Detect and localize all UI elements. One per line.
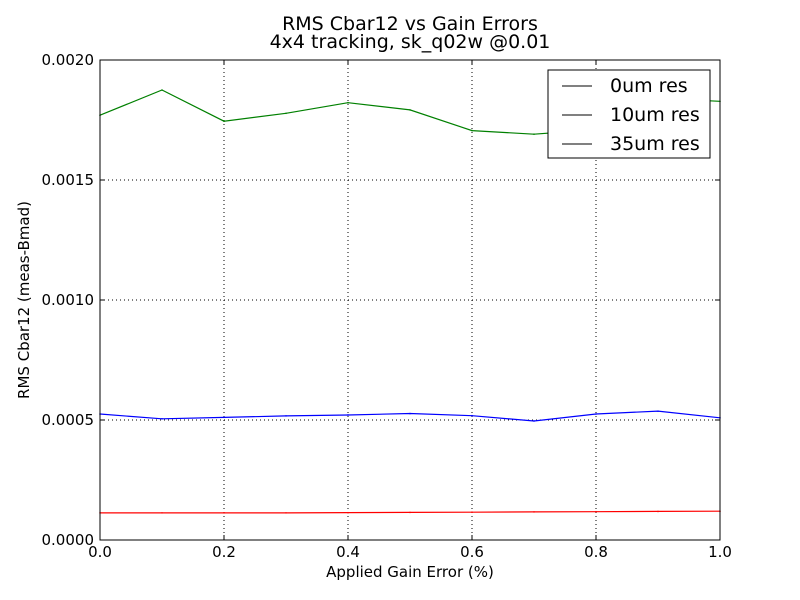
y-axis-label: RMS Cbar12 (meas-Bmad) <box>15 201 33 399</box>
data-point <box>409 412 411 415</box>
chart-title: RMS Cbar12 vs Gain Errors <box>282 13 538 35</box>
data-point <box>285 112 287 115</box>
x-tick-label: 1.0 <box>708 543 732 561</box>
data-point <box>533 420 535 422</box>
data-point <box>161 89 163 91</box>
data-point <box>347 414 349 416</box>
data-point <box>409 511 411 514</box>
axis-ticks: 0.0 0.2 0.4 0.6 0.8 1.0 0.0000 0.0005 0.0010 0.00… <box>42 51 732 561</box>
y-tick-label: 0.0015 <box>42 171 95 189</box>
legend: 0um res 10um res 35um res <box>547 69 711 159</box>
data-point <box>409 109 411 111</box>
x-tick-label: 0.0 <box>88 543 112 561</box>
data-point <box>533 511 535 513</box>
data-point <box>471 129 473 132</box>
data-point <box>285 415 287 417</box>
y-tick-label: 0.0000 <box>42 531 95 549</box>
y-tick-label: 0.0005 <box>42 411 95 429</box>
legend-label: 10um res <box>610 104 700 126</box>
grid <box>100 60 720 540</box>
x-tick-label: 0.8 <box>584 543 608 561</box>
legend-label: 0um res <box>610 75 688 97</box>
data-point <box>347 511 349 514</box>
data-point <box>161 418 163 420</box>
data-point <box>657 510 659 513</box>
legend-label: 35um res <box>610 133 700 155</box>
x-tick-label: 0.2 <box>212 543 236 561</box>
x-tick-label: 0.4 <box>336 543 360 561</box>
legend-box <box>547 69 711 159</box>
data-point <box>533 133 535 135</box>
x-axis-label: Applied Gain Error (%) <box>326 563 494 581</box>
data-point <box>223 512 225 514</box>
data-point <box>657 410 659 412</box>
data-point <box>223 120 225 122</box>
data-point <box>285 512 287 514</box>
chart-subtitle: 4x4 tracking, sk_q02w @0.01 <box>270 31 551 53</box>
data-point <box>347 101 349 104</box>
data-point <box>595 510 597 513</box>
data-point <box>595 413 597 415</box>
data-point <box>471 414 473 417</box>
data-point <box>223 416 225 419</box>
data-point <box>161 512 163 514</box>
x-tick-label: 0.6 <box>460 543 484 561</box>
y-tick-label: 0.0020 <box>42 51 95 69</box>
y-tick-label: 0.0010 <box>42 291 95 309</box>
data-point <box>471 511 473 513</box>
